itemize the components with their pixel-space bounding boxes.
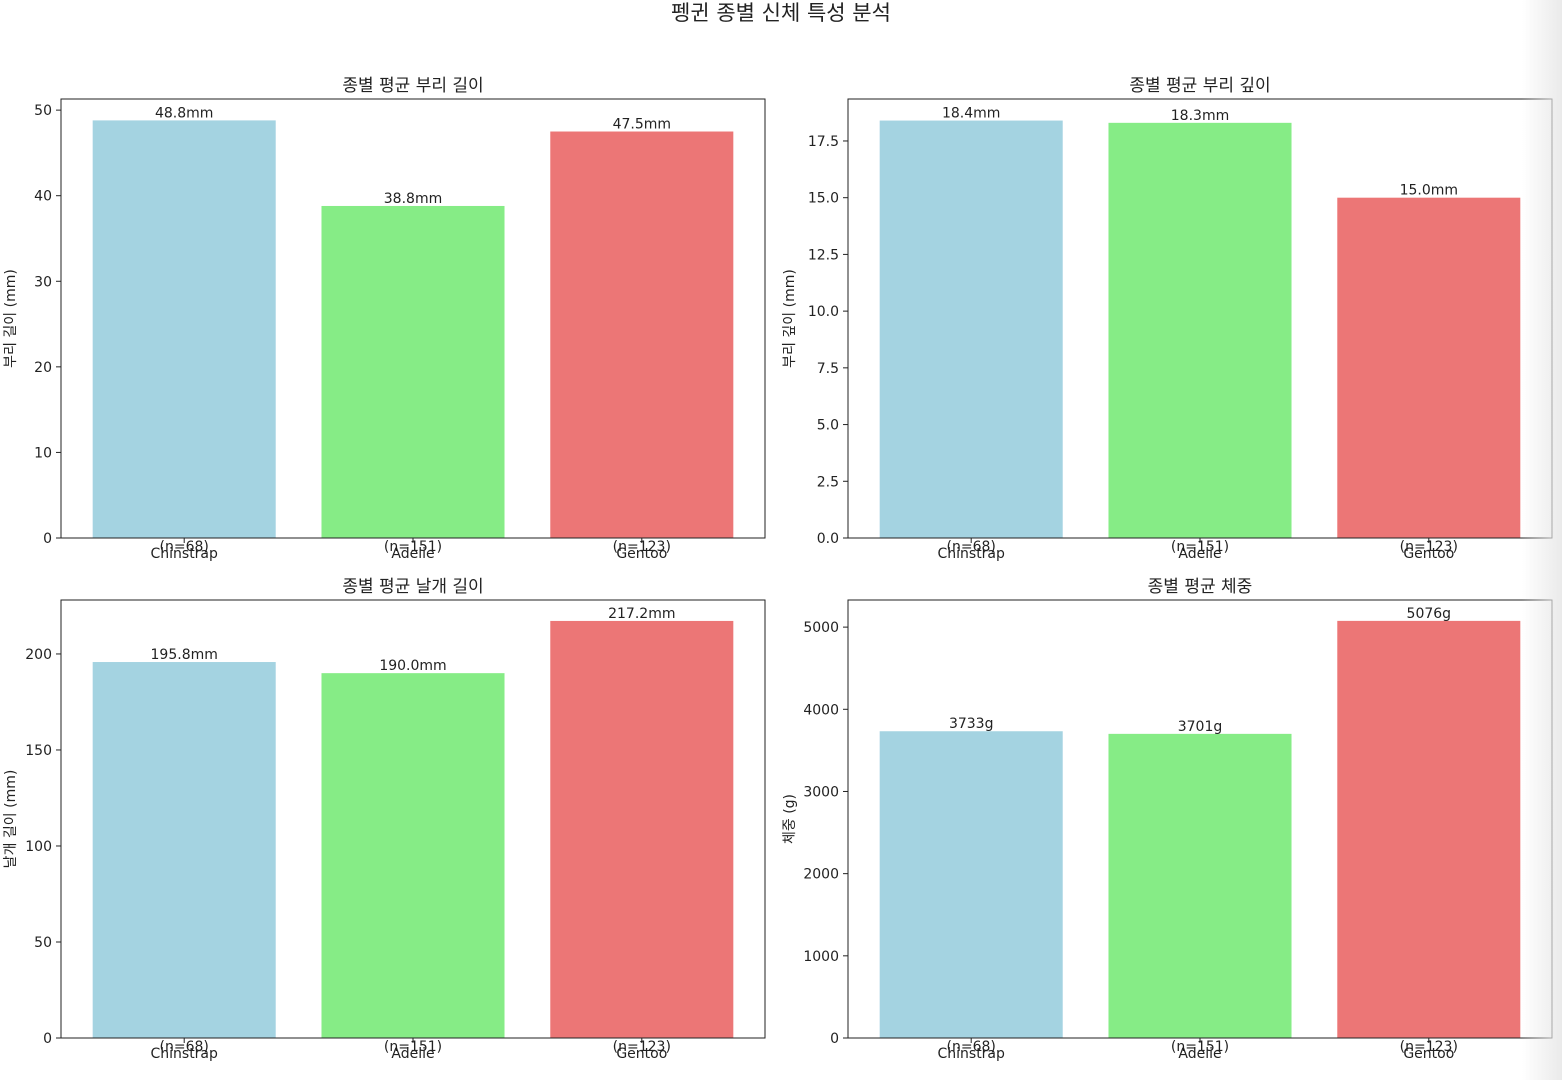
chart-2-ytick-label: 7.5 <box>817 361 839 377</box>
chart-1-ytick-label: 50 <box>34 103 52 119</box>
chart-2-count-label: (n=151) <box>1171 539 1229 555</box>
chart-1-count-label: (n=123) <box>613 539 671 555</box>
chart-3-value-label: 217.2mm <box>608 606 675 622</box>
chart-2-xtick-label: Gentoo <box>1403 546 1454 562</box>
chart-3-count-label: (n=68) <box>160 1039 209 1055</box>
chart-2-bar-adelie <box>1108 122 1292 538</box>
chart-3-xtick-label: Adelie <box>391 1046 434 1062</box>
chart-4-ylabel: 체중 (g) <box>782 794 798 844</box>
chart-1-xtick-label: Gentoo <box>616 546 667 562</box>
chart-2-ytick-label: 5.0 <box>817 418 839 434</box>
chart-2-title: 종별 평균 부리 깊이 <box>1129 76 1270 96</box>
chart-3-xtick-label: Gentoo <box>616 1046 667 1062</box>
chart-3-ytick-label: 0 <box>43 1031 52 1047</box>
chart-3-count-label: (n=123) <box>613 1039 671 1055</box>
chart-2-ytick-label: 15.0 <box>808 191 839 207</box>
chart-1-ytick-label: 10 <box>34 445 52 461</box>
chart-3-count-label: (n=151) <box>384 1039 442 1055</box>
chart-4-value-label: 3733g <box>949 716 994 732</box>
chart-1-ytick-label: 40 <box>34 189 52 205</box>
chart-4-ytick-label: 1000 <box>803 949 839 965</box>
chart-2-bar-gentoo <box>1337 197 1521 538</box>
chart-3-ytick-label: 50 <box>34 935 52 951</box>
chart-2-bar-chinstrap <box>879 120 1063 538</box>
chart-2-ytick-label: 0.0 <box>817 531 839 547</box>
chart-2-ytick-label: 17.5 <box>808 134 839 150</box>
chart-2-ylabel: 부리 깊이 (mm) <box>782 269 798 368</box>
chart-2: 종별 평균 부리 깊이 18.4mm 18.3mm 15.0mm 0.0 2.5 5.0 7.… <box>782 76 1553 562</box>
chart-3-xtick-label: Chinstrap <box>150 1046 218 1062</box>
chart-1-ytick-label: 30 <box>34 274 52 290</box>
chart-3-bar-chinstrap <box>92 662 276 1038</box>
chart-4-count-label: (n=68) <box>947 1039 996 1055</box>
chart-3-bar-gentoo <box>550 620 734 1038</box>
chart-2-count-label: (n=68) <box>947 539 996 555</box>
chart-4-title: 종별 평균 체중 <box>1148 577 1253 597</box>
chart-2-xtick-label: Adelie <box>1178 546 1221 562</box>
chart-4-bar-chinstrap <box>879 731 1063 1038</box>
chart-2-xtick-label: Chinstrap <box>937 546 1005 562</box>
chart-1-bar-gentoo <box>550 131 734 538</box>
chart-3-ylabel: 날개 길이 (mm) <box>3 770 19 869</box>
chart-3: 종별 평균 날개 길이 195.8mm 190.0mm 217.2mm 0 50 100 15… <box>3 577 766 1062</box>
chart-1: 종별 평균 부리 길이 48.8mm 38.8mm 47.5mm 0 10 20 30 40 50… <box>3 76 766 562</box>
chart-2-ytick-label: 10.0 <box>808 304 839 320</box>
chart-1-count-label: (n=151) <box>384 539 442 555</box>
chart-1-value-label: 48.8mm <box>155 105 213 121</box>
chart-4-ytick-label: 2000 <box>803 867 839 883</box>
chart-1-bar-chinstrap <box>92 120 276 538</box>
chart-1-xtick-label: Adelie <box>391 546 434 562</box>
chart-1-bar-adelie <box>321 205 505 538</box>
figure-title: 펭귄 종별 신체 특성 분석 <box>671 1 891 25</box>
chart-2-ytick-label: 12.5 <box>808 247 839 263</box>
chart-3-ytick-label: 200 <box>25 647 52 663</box>
chart-4-value-label: 5076g <box>1407 606 1452 622</box>
chart-4-ytick-label: 0 <box>830 1031 839 1047</box>
chart-3-title: 종별 평균 날개 길이 <box>342 577 483 597</box>
chart-4-count-label: (n=123) <box>1400 1039 1458 1055</box>
chart-2-value-label: 18.3mm <box>1171 108 1229 124</box>
chart-2-count-label: (n=123) <box>1400 539 1458 555</box>
chart-4-bar-gentoo <box>1337 620 1521 1038</box>
chart-4-xtick-label: Adelie <box>1178 1046 1221 1062</box>
chart-3-ytick-label: 150 <box>25 743 52 759</box>
chart-1-count-label: (n=68) <box>160 539 209 555</box>
chart-4-value-label: 3701g <box>1178 719 1223 735</box>
chart-4-ytick-label: 4000 <box>803 702 839 718</box>
chart-4-ytick-label: 3000 <box>803 784 839 800</box>
chart-1-ylabel: 부리 길이 (mm) <box>3 269 19 368</box>
chart-2-ytick-label: 2.5 <box>817 474 839 490</box>
chart-3-value-label: 190.0mm <box>379 658 446 674</box>
chart-1-ytick-label: 20 <box>34 360 52 376</box>
chart-4-count-label: (n=151) <box>1171 1039 1229 1055</box>
chart-4-ytick-label: 5000 <box>803 620 839 636</box>
chart-2-value-label: 18.4mm <box>942 106 1000 122</box>
chart-1-xtick-label: Chinstrap <box>150 546 218 562</box>
chart-4-xtick-label: Chinstrap <box>937 1046 1005 1062</box>
chart-4: 종별 평균 체중 3733g 3701g 5076g 0 1000 2000 3000 4000… <box>782 577 1553 1062</box>
chart-3-value-label: 195.8mm <box>151 647 218 663</box>
chart-1-ytick-label: 0 <box>43 531 52 547</box>
chart-4-xtick-label: Gentoo <box>1403 1046 1454 1062</box>
chart-3-ytick-label: 100 <box>25 839 52 855</box>
chart-4-bar-adelie <box>1108 733 1292 1038</box>
chart-2-value-label: 15.0mm <box>1400 183 1458 199</box>
chart-1-value-label: 38.8mm <box>384 191 442 207</box>
chart-3-bar-adelie <box>321 673 505 1038</box>
chart-1-title: 종별 평균 부리 길이 <box>342 76 483 96</box>
chart-1-value-label: 47.5mm <box>613 117 671 133</box>
